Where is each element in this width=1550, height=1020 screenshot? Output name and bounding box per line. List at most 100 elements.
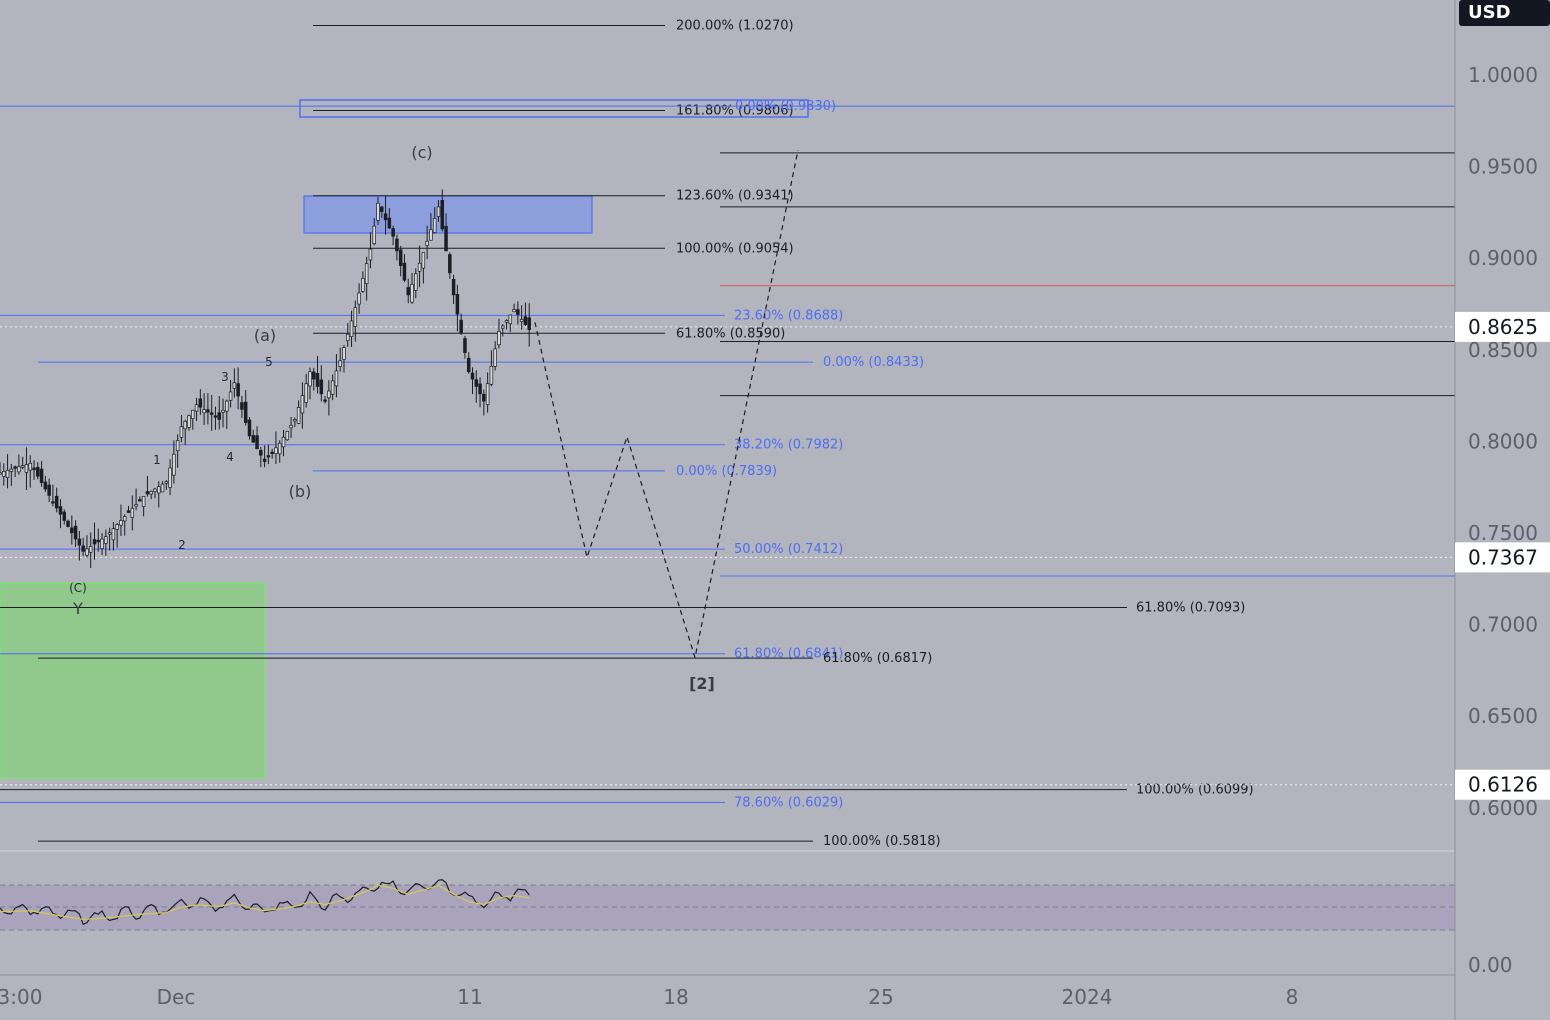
candle-body-72 [270,451,274,454]
candle-body-94 [353,307,358,327]
candle-body-126 [474,379,479,387]
candle-body-14 [51,501,55,504]
time-axis: 3:00 Dec 11 18 25 2024 8 [0,985,1298,1009]
candle-body-96 [361,278,365,292]
candle-body-40 [149,491,153,495]
candle-body-59 [221,409,225,413]
candle-body-81 [304,383,308,403]
wave-label-4: 2 [178,538,186,552]
candle-body-95 [357,292,361,305]
candle-body-45 [168,467,172,488]
price-label-1: 0.7367 [1468,545,1538,569]
candle-body-127 [478,383,482,395]
fib-label-2: 0.00% (0.9830) [735,99,836,114]
candle-body-52 [194,404,199,412]
candle-body-47 [175,440,180,452]
wave-label-10: [2] [689,674,715,693]
fib-label-14: 100.00% (0.6099) [1136,783,1254,798]
candle-body-97 [364,263,369,284]
fib-label-16: 100.00% (0.5818) [823,834,941,849]
currency-badge[interactable] [1459,0,1550,26]
candle-body-120 [451,279,456,296]
candlesticks [0,189,531,568]
candle-body-61 [228,391,233,401]
candle-body-112 [421,252,426,269]
price-tick-4: 0.8000 [1468,429,1538,453]
oscillator-pane [0,850,1455,931]
candle-body-12 [43,481,48,490]
candle-body-135 [508,314,513,325]
candle-body-77 [289,425,293,429]
candle-body-115 [432,218,437,233]
price-label-2: 0.6126 [1468,773,1538,797]
candle-body-119 [448,254,452,274]
time-tick-6: 8 [1286,985,1299,1009]
candle-body-46 [172,453,176,476]
fib-label-0: 200.00% (1.0270) [676,19,794,34]
candle-body-39 [145,491,150,495]
wave-label-5: 3 [221,370,229,384]
candle-body-116 [436,206,441,217]
fib-label-13: 61.80% (0.6817) [823,651,932,666]
candle-body-8 [28,463,32,471]
candle-body-19 [70,527,74,534]
candle-body-100 [376,202,380,221]
candle-body-130 [489,365,494,385]
candle-body-51 [191,409,195,419]
currency-label: USD [1468,2,1511,23]
candle-body-25 [92,539,97,545]
wave-label-3: 1 [153,453,161,467]
candle-body-65 [243,401,248,423]
candle-body-67 [251,435,256,443]
candle-body-11 [39,468,44,483]
candle-body-33 [122,516,127,522]
candle-body-104 [391,228,395,237]
price-tick-0: 1.0000 [1468,63,1538,87]
price-labels: 0.8625 0.7367 0.6126 [1455,311,1550,800]
candle-body-74 [277,442,282,455]
candle-body-26 [96,540,101,543]
candle-body-64 [240,402,244,410]
candle-body-117 [440,199,445,230]
candle-body-7 [24,464,29,473]
resistance-zone-blue [303,195,593,234]
candle-body-89 [334,370,339,387]
price-tick-2: 0.9000 [1468,246,1538,270]
candle-body-27 [100,538,104,549]
fib-label-4: 100.00% (0.9054) [676,241,794,256]
candle-body-24 [88,546,93,553]
candle-body-140 [527,317,531,330]
candle-body-37 [138,499,142,502]
wave-label-2: (b) [289,482,312,501]
candle-body-29 [107,532,112,535]
candle-body-136 [512,309,516,313]
candle-body-41 [153,488,157,492]
target-zone-outline [299,99,809,118]
candle-body-73 [274,447,278,454]
price-tick-8: 0.6000 [1468,796,1538,820]
fib-label-7: 0.00% (0.8433) [823,355,924,370]
candle-body-103 [387,217,392,229]
zones [0,99,809,779]
time-tick-4: 25 [868,985,893,1009]
candle-body-36 [134,504,138,507]
candle-body-17 [62,511,67,521]
candle-body-16 [58,506,63,515]
candle-body-35 [130,508,135,518]
candle-body-132 [497,331,501,346]
candle-body-84 [315,373,320,387]
candle-body-69 [259,450,263,456]
candle-body-68 [255,435,259,450]
target-zone-green [0,582,266,779]
candle-body-5 [17,466,21,473]
candle-body-54 [202,409,206,414]
candle-body-70 [262,458,267,462]
candle-body-137 [516,309,520,315]
candle-body-118 [444,225,448,252]
candle-body-98 [368,248,373,261]
candle-body-38 [141,496,146,507]
candle-body-93 [349,320,354,337]
candle-body-0 [0,472,2,475]
